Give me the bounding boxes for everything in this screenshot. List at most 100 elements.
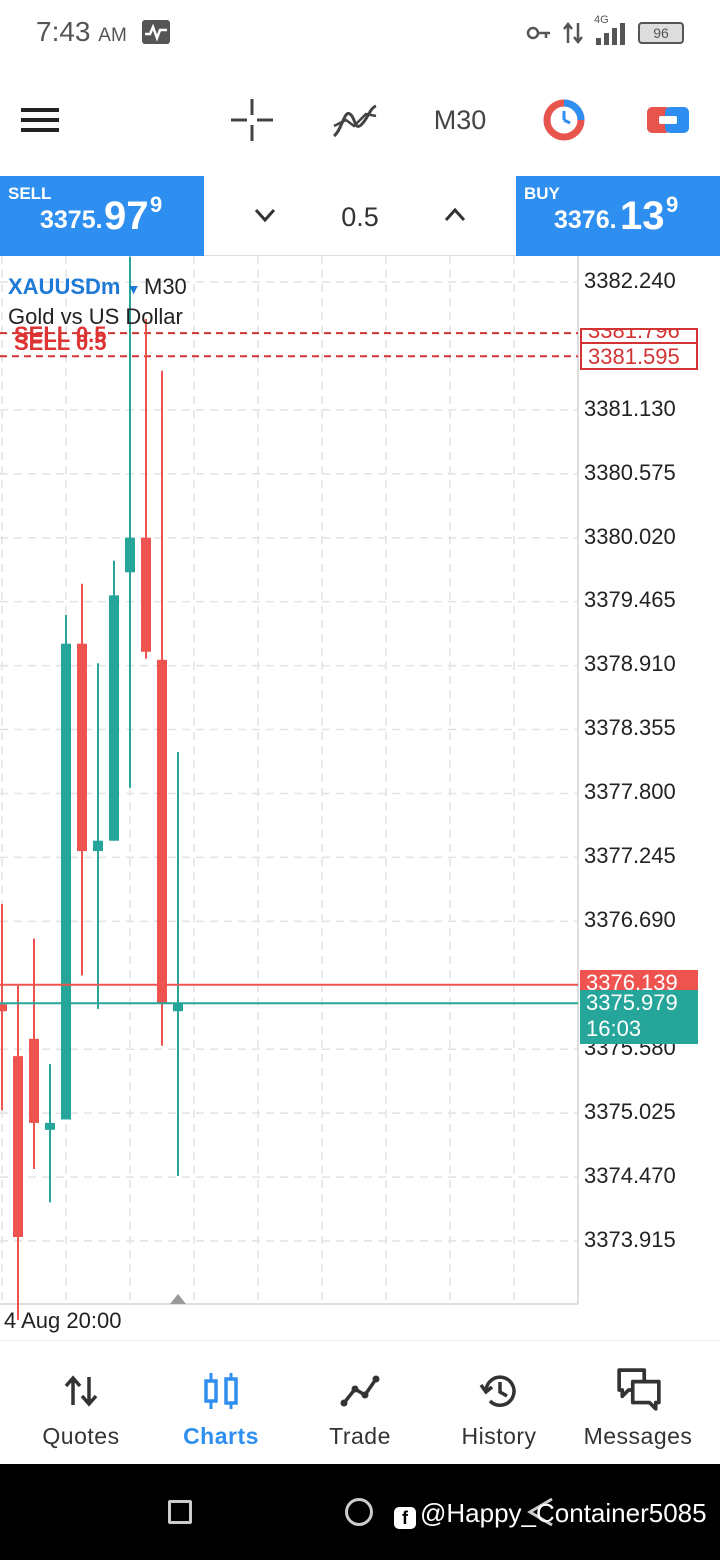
history-icon [479, 1375, 516, 1407]
nav-trade[interactable]: Trade [290, 1341, 430, 1465]
timeframe-button[interactable]: M30 [433, 104, 487, 135]
battery-icon: 96 [638, 22, 684, 44]
nav-label: Trade [329, 1423, 391, 1449]
buy-price-fraction: 9 [666, 192, 679, 217]
market-watch-button[interactable] [542, 96, 586, 144]
bid-price-value: 3375.979 [586, 990, 678, 1015]
price-chart[interactable]: XAUUSDm ▼ M30 Gold vs US Dollar SELL 0.5… [0, 256, 720, 1340]
nav-quotes[interactable]: Quotes [11, 1341, 151, 1465]
decrease-lot-button[interactable] [252, 202, 278, 228]
candle-body [61, 643, 71, 1120]
bid-price-tag: 3375.979 16:03 [580, 990, 698, 1044]
candle-body [29, 1038, 39, 1123]
chart-toolbar: M30 [0, 68, 720, 176]
price-axis-label: 3380.020 [584, 524, 676, 549]
candle-body [109, 595, 119, 841]
candle-body [157, 659, 167, 1004]
sell-order-label: SELL 0.5 [14, 330, 107, 355]
clock-ampm: AM [98, 25, 127, 46]
bar-countdown: 16:03 [586, 1016, 642, 1041]
price-axis-label: 3376.690 [584, 907, 676, 932]
price-axis-label: 3377.800 [584, 779, 676, 804]
price-axis-label: 3373.915 [584, 1227, 676, 1252]
quotes-icon [64, 1375, 98, 1407]
sell-button[interactable]: SELL 3375. 97 9 [0, 176, 204, 256]
price-axis-label: 3378.355 [584, 715, 676, 740]
activity-icon [142, 20, 170, 44]
home-button[interactable] [345, 1498, 373, 1526]
messages-icon [617, 1368, 661, 1411]
nav-label: Quotes [42, 1423, 120, 1449]
candle-body [173, 1003, 183, 1012]
chevron-down-icon [254, 208, 276, 223]
chart-canvas[interactable] [0, 256, 720, 1340]
one-click-trading-button[interactable] [646, 96, 690, 144]
recent-apps-button[interactable] [168, 1500, 192, 1524]
signal-icon: 4G [594, 14, 628, 46]
nav-history[interactable]: History [429, 1341, 569, 1465]
symbol-name: XAUUSDm [8, 274, 121, 299]
one-click-trade-panel: SELL 3375. 97 9 0.5 BUY 3376. 13 9 [0, 176, 720, 256]
ask-price-tag-value: 3376.139 [586, 970, 678, 992]
market-watch-icon [543, 99, 585, 141]
sell-price-fraction: 9 [150, 192, 163, 217]
symbol-dropdown-icon: ▼ [126, 281, 141, 297]
price-axis-label: 3378.910 [584, 651, 676, 676]
nav-label: History [461, 1423, 537, 1449]
facebook-icon: f [394, 1507, 416, 1529]
status-time: 7:43 AM [36, 16, 127, 48]
chart-symbol[interactable]: XAUUSDm ▼ [8, 274, 140, 300]
charts-icon [204, 1373, 238, 1409]
buy-price-pips: 13 [620, 194, 665, 238]
increase-lot-button[interactable] [442, 202, 468, 228]
sell-order-label: SELL 0.5 [14, 322, 107, 347]
candle-body [13, 1056, 23, 1237]
price-axis-label: 3382.240 [584, 268, 676, 293]
system-navigation-bar: f @Happy_Container5085 [0, 1464, 720, 1560]
indicators-icon [332, 104, 377, 138]
status-bar: 7:43 AM 4G 96 [0, 0, 720, 68]
trade-icon [340, 1375, 380, 1407]
nav-charts[interactable]: Charts [151, 1341, 291, 1465]
price-axis-label: 3377.245 [584, 843, 676, 868]
menu-button[interactable] [20, 96, 60, 144]
price-axis-label: 3375.025 [584, 1099, 676, 1124]
candle-body [77, 643, 87, 852]
crosshair-button[interactable] [230, 96, 274, 144]
nav-label: Charts [183, 1423, 259, 1449]
vpn-key-icon [526, 26, 550, 40]
back-button[interactable] [526, 1496, 556, 1528]
sell-price-prefix: 3375. [40, 206, 103, 234]
order-price-tag-value: 3381.796 [588, 328, 680, 343]
ask-price-tag: 3376.139 [580, 970, 698, 992]
candle-body [125, 537, 135, 573]
data-transfer-icon [563, 21, 583, 45]
buy-button[interactable]: BUY 3376. 13 9 [516, 176, 720, 256]
chevron-up-icon [444, 207, 466, 222]
price-axis-label: 3374.470 [584, 1163, 676, 1188]
bottom-navigation: Quotes Charts Trade History Messages [0, 1340, 720, 1464]
order-price-tag: 3381.595 [580, 342, 698, 370]
scroll-marker-icon [170, 1294, 186, 1304]
one-click-trading-icon [647, 107, 689, 133]
indicators-button[interactable] [332, 96, 378, 144]
lot-selector: 0.5 [204, 176, 516, 256]
symbol-description: Gold vs US Dollar [8, 304, 183, 329]
candle-body [93, 840, 103, 852]
nav-messages[interactable]: Messages [568, 1341, 708, 1465]
crosshair-icon [231, 99, 273, 141]
candle-body [0, 1004, 7, 1012]
price-axis-label: 3380.575 [584, 460, 676, 485]
time-axis-label: 4 Aug 20:00 [4, 1308, 122, 1333]
price-axis-label: 3381.130 [584, 396, 676, 421]
lot-input[interactable]: 0.5 [341, 202, 379, 232]
sell-label: SELL [8, 184, 52, 203]
clock-time: 7:43 [36, 16, 91, 47]
chart-timeframe: M30 [144, 274, 187, 299]
price-axis-label: 3379.465 [584, 587, 676, 612]
candle-body [45, 1122, 55, 1130]
battery-level: 96 [653, 25, 669, 41]
nav-label: Messages [583, 1423, 693, 1449]
candle-body [141, 537, 151, 652]
sell-price-pips: 97 [104, 194, 149, 238]
